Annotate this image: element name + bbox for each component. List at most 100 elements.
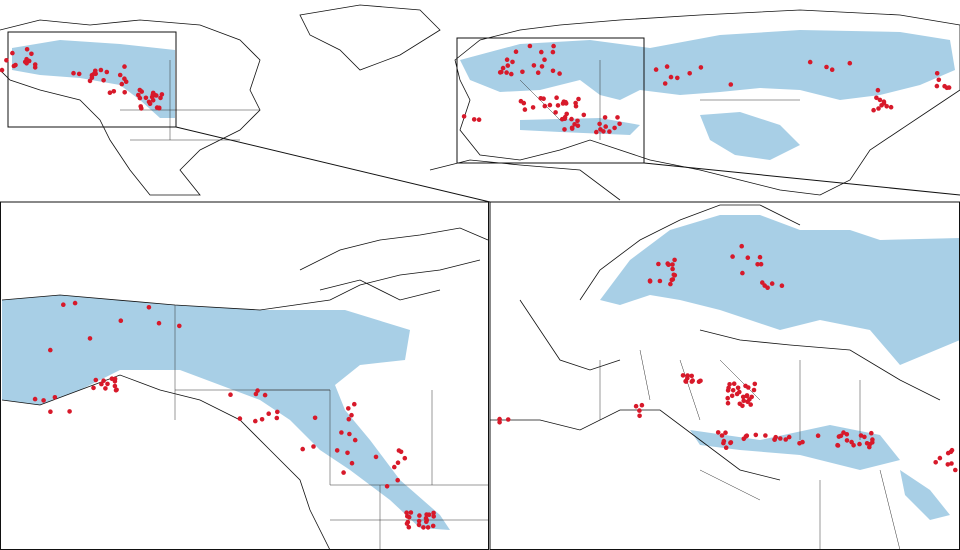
occurrence-dot	[735, 385, 741, 391]
occurrence-dot	[557, 71, 562, 76]
occurrence-dot	[934, 71, 940, 76]
occurrence-dot	[425, 525, 431, 530]
occurrence-dot	[416, 522, 422, 528]
occurrence-dot	[662, 81, 668, 86]
occurrence-dot	[143, 95, 149, 101]
occurrence-dot	[10, 50, 15, 56]
occurrence-dot	[653, 67, 659, 72]
occurrence-dot	[266, 411, 272, 417]
occurrence-dot	[740, 403, 745, 409]
occurrence-dot	[520, 69, 525, 75]
coast-arctic-islands	[299, 227, 489, 301]
occurrence-dot	[637, 413, 642, 419]
occurrence-dot	[426, 512, 432, 517]
occurrence-dot	[352, 401, 357, 407]
occurrence-dot	[576, 96, 581, 102]
occurrence-dot	[518, 98, 524, 104]
occurrence-dot	[807, 59, 813, 65]
range-eurasia	[460, 30, 955, 100]
occurrence-dot	[530, 105, 536, 110]
occurrence-dot	[431, 510, 436, 516]
inset-box-europe	[456, 37, 645, 164]
occurrence-dot	[538, 96, 543, 101]
occurrence-dot	[829, 67, 835, 72]
north-america-panel	[0, 201, 489, 550]
occurrence-dot	[746, 385, 751, 390]
occurrence-dot	[91, 385, 96, 391]
occurrence-dot	[752, 381, 758, 387]
occurrence-dot	[597, 121, 602, 127]
occurrence-dot	[668, 281, 673, 287]
occurrence-dot	[647, 279, 653, 284]
occurrence-dot	[262, 392, 268, 398]
occurrence-dot	[685, 373, 690, 378]
occurrence-dot	[345, 450, 350, 456]
occurrence-dot	[122, 76, 127, 81]
occurrence-dot	[406, 514, 412, 520]
coast-europe	[490, 204, 941, 481]
occurrence-dot	[253, 418, 258, 424]
inset-connector	[175, 126, 491, 203]
occurrence-dot	[150, 92, 156, 97]
occurrence-dot	[408, 510, 414, 515]
occurrence-dot	[417, 513, 422, 518]
occurrence-dot	[402, 455, 408, 461]
occurrence-dot	[146, 99, 152, 105]
occurrence-dot	[937, 455, 943, 461]
occurrence-dot	[871, 107, 876, 113]
occurrence-dot	[137, 87, 143, 93]
occurrence-dot	[734, 391, 740, 397]
occurrence-dot	[300, 446, 306, 452]
occurrence-dot	[553, 110, 558, 115]
occurrence-dot	[177, 323, 182, 329]
occurrence-dot	[715, 430, 721, 435]
range-zagros	[900, 470, 950, 520]
occurrence-dot	[471, 117, 477, 122]
occurrence-dot	[24, 47, 30, 52]
occurrence-dot	[639, 402, 645, 408]
occurrence-dot	[542, 57, 547, 62]
occurrence-dot	[406, 524, 412, 530]
occurrence-dot	[275, 409, 280, 415]
occurrence-dot	[139, 106, 144, 111]
occurrence-dot	[22, 59, 28, 65]
occurrence-dot	[416, 518, 422, 524]
occurrence-dot	[87, 336, 93, 341]
occurrence-dot	[888, 104, 894, 110]
occurrence-dot	[876, 106, 881, 111]
occurrence-dot	[159, 92, 165, 97]
occurrence-dot	[874, 95, 879, 101]
occurrence-dot	[680, 373, 686, 378]
occurrence-dot	[122, 64, 127, 69]
occurrence-dot	[392, 464, 397, 470]
occurrence-dot	[730, 254, 735, 259]
occurrence-dot	[431, 514, 437, 519]
occurrence-dot	[98, 67, 104, 73]
occurrence-dot	[934, 83, 940, 89]
occurrence-dot	[869, 430, 874, 436]
occurrence-dot	[562, 114, 568, 120]
occurrence-dot	[669, 277, 675, 283]
occurrence-dot	[347, 431, 352, 437]
occurrence-dot	[550, 68, 556, 74]
occurrence-dot	[539, 49, 544, 55]
occurrence-dot	[158, 95, 163, 101]
occurrence-dot	[755, 262, 760, 267]
occurrence-dot	[573, 103, 579, 109]
occurrence-dot	[497, 420, 502, 425]
occurrence-dot	[728, 440, 734, 445]
occurrence-dot	[253, 391, 259, 397]
occurrence-dot	[510, 59, 515, 65]
occurrence-dot	[424, 519, 429, 524]
occurrence-dot	[430, 523, 436, 529]
occurrence-dot	[396, 448, 402, 453]
occurrence-dot	[740, 270, 745, 276]
occurrence-dot	[99, 381, 104, 387]
occurrence-dot	[838, 433, 844, 439]
range-alaska-canada	[2, 295, 450, 530]
occurrence-dot	[633, 403, 639, 409]
occurrence-dot	[349, 460, 355, 466]
occurrence-dot	[113, 387, 119, 393]
occurrence-dot	[864, 441, 870, 446]
